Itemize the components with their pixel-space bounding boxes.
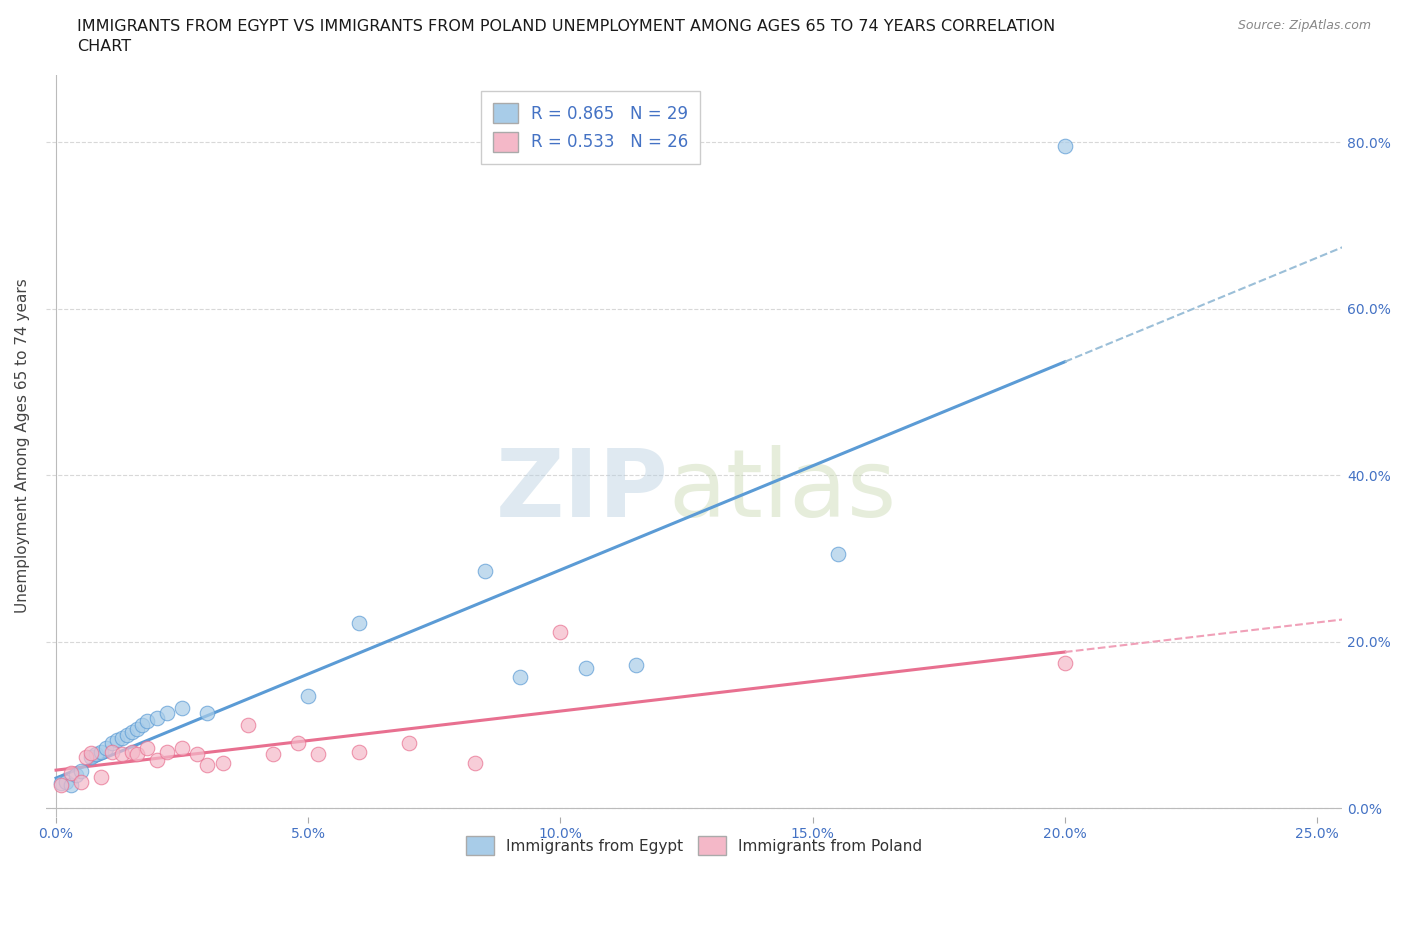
Point — [70, 764, 93, 778]
Point — [49, 776, 72, 790]
Point — [156, 744, 179, 759]
Point — [172, 741, 194, 756]
Point — [827, 547, 849, 562]
Point — [474, 564, 496, 578]
Point — [90, 769, 112, 784]
Point — [624, 658, 647, 672]
Point — [575, 661, 598, 676]
Point — [111, 747, 134, 762]
Point — [1053, 139, 1076, 153]
Point — [55, 775, 77, 790]
Point — [65, 767, 87, 782]
Point — [262, 747, 284, 762]
Point — [90, 744, 112, 759]
Point — [75, 750, 97, 764]
Point — [135, 741, 157, 756]
Point — [195, 705, 218, 720]
Point — [464, 755, 486, 770]
Point — [60, 766, 83, 781]
Point — [70, 775, 93, 790]
Point — [100, 736, 122, 751]
Point — [347, 616, 370, 631]
Point — [80, 746, 103, 761]
Point — [111, 730, 134, 745]
Point — [287, 736, 309, 751]
Text: CHART: CHART — [77, 39, 131, 54]
Point — [1053, 656, 1076, 671]
Point — [398, 736, 420, 751]
Point — [211, 755, 233, 770]
Point — [307, 747, 329, 762]
Point — [100, 744, 122, 759]
Point — [297, 688, 319, 703]
Point — [186, 747, 208, 762]
Point — [105, 733, 128, 748]
Point — [236, 718, 259, 733]
Point — [156, 705, 179, 720]
Text: Source: ZipAtlas.com: Source: ZipAtlas.com — [1237, 19, 1371, 32]
Point — [195, 758, 218, 773]
Point — [60, 777, 83, 792]
Y-axis label: Unemployment Among Ages 65 to 74 years: Unemployment Among Ages 65 to 74 years — [15, 279, 30, 614]
Text: atlas: atlas — [668, 445, 897, 537]
Point — [131, 718, 153, 733]
Point — [146, 711, 169, 726]
Point — [86, 747, 108, 762]
Point — [509, 670, 531, 684]
Point — [121, 724, 143, 739]
Point — [80, 750, 103, 764]
Point — [49, 777, 72, 792]
Point — [125, 747, 148, 762]
Point — [96, 741, 118, 756]
Point — [550, 624, 572, 639]
Point — [172, 701, 194, 716]
Point — [135, 713, 157, 728]
Point — [347, 744, 370, 759]
Text: ZIP: ZIP — [495, 445, 668, 537]
Point — [146, 752, 169, 767]
Point — [115, 727, 138, 742]
Text: IMMIGRANTS FROM EGYPT VS IMMIGRANTS FROM POLAND UNEMPLOYMENT AMONG AGES 65 TO 74: IMMIGRANTS FROM EGYPT VS IMMIGRANTS FROM… — [77, 19, 1056, 33]
Legend: Immigrants from Egypt, Immigrants from Poland: Immigrants from Egypt, Immigrants from P… — [460, 830, 928, 861]
Point — [121, 744, 143, 759]
Point — [125, 722, 148, 737]
